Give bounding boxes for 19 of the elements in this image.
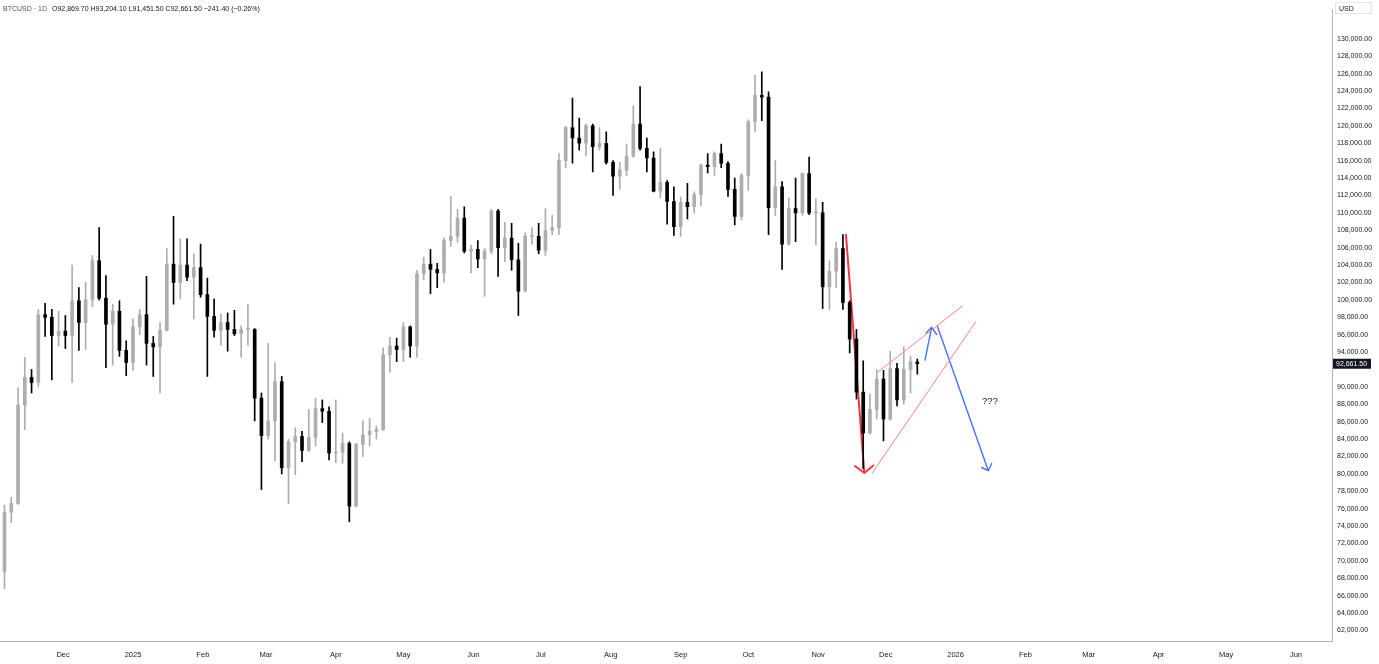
candlestick <box>266 343 271 440</box>
candlestick <box>293 427 298 476</box>
candlestick <box>246 303 250 346</box>
candlestick <box>239 325 243 358</box>
candlestick <box>110 303 115 366</box>
candlestick <box>394 337 399 362</box>
candlestick <box>577 117 582 151</box>
annotation: ??? <box>982 394 998 406</box>
candlestick <box>448 195 453 248</box>
candlestick <box>320 399 325 423</box>
candlestick <box>192 253 196 320</box>
candlestick <box>158 322 162 394</box>
candlestick <box>43 303 47 337</box>
candlestick <box>151 336 156 377</box>
candlestick <box>617 162 622 190</box>
candlestick <box>530 227 534 245</box>
candlestick <box>550 215 555 235</box>
candlestick <box>503 222 507 262</box>
candlestick <box>435 262 440 289</box>
